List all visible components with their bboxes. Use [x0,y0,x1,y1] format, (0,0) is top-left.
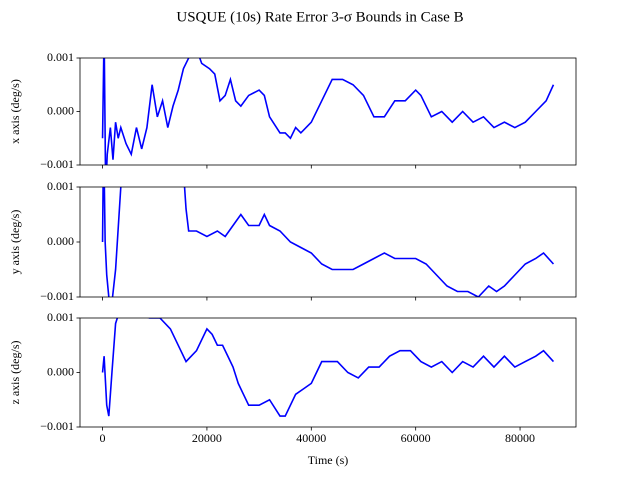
y-tick-label: 0.001 [47,50,74,64]
x-tick-label: 80000 [505,431,535,445]
y-axis-label: z axis (deg/s) [8,341,22,405]
data-line [101,58,555,165]
x-tick-label: 0 [100,431,106,445]
y-tick-label: −0.001 [40,419,74,433]
y-tick-label: 0.000 [47,364,74,378]
y-axis-label: x axis (deg/s) [8,79,22,144]
y-tick-label: 0.000 [47,234,74,248]
data-line [101,187,555,297]
y-tick-label: 0.000 [47,103,74,117]
y-axis-label: y axis (deg/s) [8,210,22,275]
data-line [101,318,555,417]
x-axis-label: Time (s) [308,453,349,467]
axes-frame [79,317,577,428]
y-tick-label: −0.001 [40,157,74,171]
x-tick-label: 60000 [401,431,431,445]
x-tick-label: 20000 [192,431,222,445]
y-tick-label: 0.001 [47,310,74,324]
axes-frame [79,57,577,166]
x-tick-label: 40000 [296,431,326,445]
figure-title: USQUE (10s) Rate Error 3-σ Bounds in Cas… [176,9,463,25]
axes-frame [79,186,577,298]
y-tick-label: −0.001 [40,289,74,303]
y-tick-label: 0.001 [47,179,74,193]
